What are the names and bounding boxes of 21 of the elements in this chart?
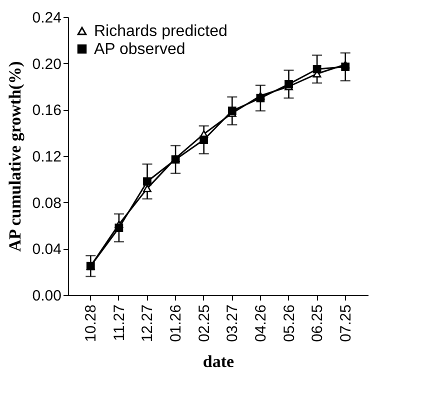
y-tick-label: 0.12 bbox=[32, 148, 62, 166]
x-tick-label: 04.26 bbox=[252, 304, 270, 342]
legend-label: AP observed bbox=[94, 41, 186, 58]
x-tick-label: 06.25 bbox=[309, 304, 326, 342]
legend-label: Richards predicted bbox=[94, 23, 228, 40]
x-tick-label: 07.25 bbox=[337, 304, 354, 342]
y-tick-label: 0.04 bbox=[32, 241, 62, 258]
y-tick-label: 0.00 bbox=[32, 288, 62, 304]
y-tick-label: 0.24 bbox=[32, 10, 62, 26]
y-tick-label: 0.16 bbox=[32, 102, 62, 120]
y-tick-label: 0.08 bbox=[32, 194, 62, 212]
x-axis-title: date bbox=[202, 352, 235, 372]
x-tick-label: 03.27 bbox=[224, 304, 242, 342]
x-tick-label: 01.26 bbox=[168, 304, 185, 342]
x-tick-label: 11.27 bbox=[110, 304, 128, 341]
x-tick-label: 10.28 bbox=[82, 304, 100, 342]
y-axis-title: AP cumulative growth(%) bbox=[5, 61, 24, 252]
x-tick-label: 12.27 bbox=[139, 304, 156, 342]
x-tick-label: 02.25 bbox=[196, 304, 213, 342]
x-tick-label: 05.26 bbox=[280, 304, 298, 342]
y-tick-label: 0.20 bbox=[32, 56, 62, 73]
